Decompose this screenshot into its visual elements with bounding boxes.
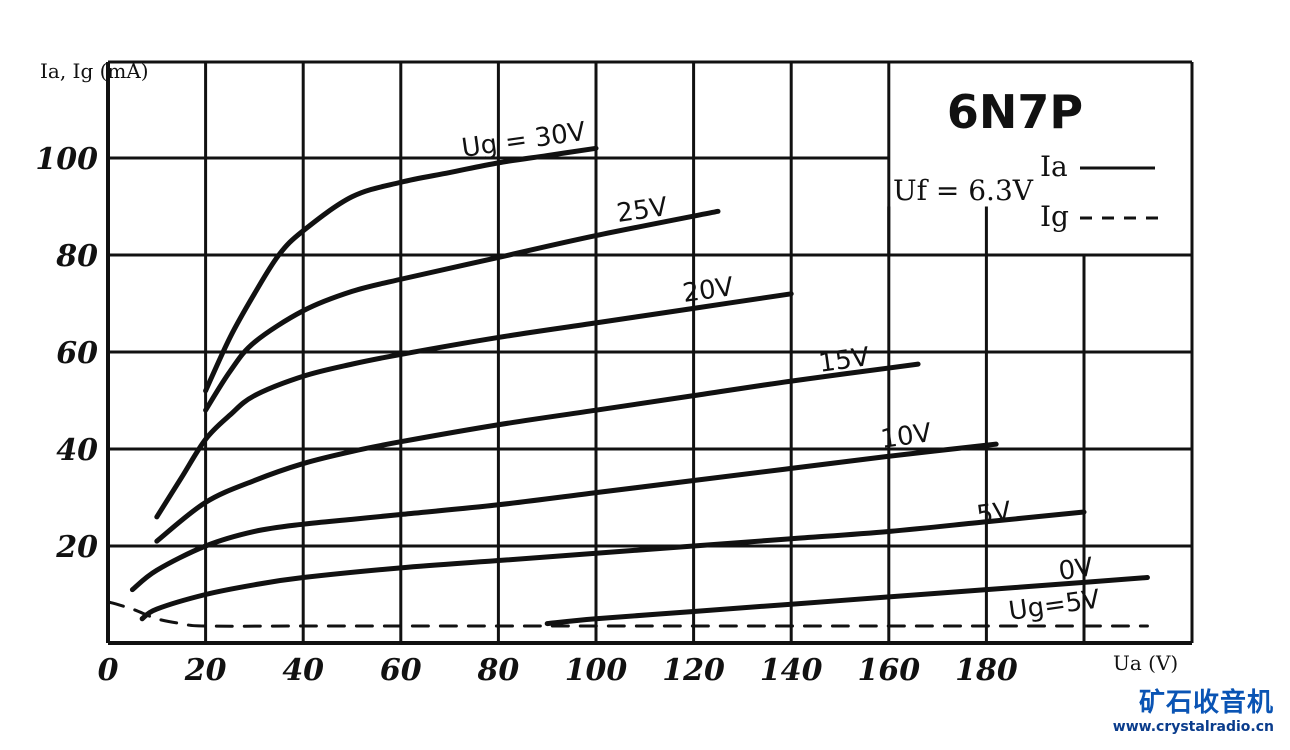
- filament-voltage: Uf = 6.3V: [893, 174, 1034, 207]
- x-tick-label: 160: [857, 653, 920, 688]
- series-label-6: 0V: [1057, 552, 1095, 587]
- y-tick-label: 60: [56, 336, 98, 371]
- x-tick-label: 80: [477, 653, 520, 688]
- x-axis-title: Ua (V): [1113, 651, 1178, 675]
- series-label-2: 20V: [681, 272, 736, 309]
- x-tick-label: 180: [955, 653, 1018, 688]
- x-tick-label: 100: [565, 653, 628, 688]
- x-tick-label: 40: [282, 653, 324, 688]
- series-line-0: [203, 145, 599, 394]
- y-tick-label: 40: [56, 433, 98, 468]
- watermark: 矿石收音机 www.crystalradio.cn: [1113, 688, 1274, 736]
- series-line-2: [154, 291, 794, 520]
- x-tick-label: 20: [184, 653, 227, 688]
- y-tick-label: 20: [55, 530, 98, 565]
- legend-label-ig: Ig: [1040, 200, 1069, 233]
- legend-box: 6N7P Uf = 6.3V Ia Ig: [893, 85, 1160, 233]
- x-tick-label: 140: [760, 653, 823, 688]
- x-tick-label: 120: [662, 653, 725, 688]
- series-label-3: 15V: [817, 342, 872, 379]
- chart-title: 6N7P: [947, 85, 1083, 139]
- watermark-name: 矿石收音机: [1138, 688, 1274, 718]
- x-tick-label: 60: [380, 653, 422, 688]
- series-line-5: [139, 509, 1087, 622]
- series-label-1: 25V: [615, 192, 670, 229]
- curves: [106, 145, 1150, 628]
- series-label-5: 5V: [975, 496, 1013, 531]
- series-line-7: [106, 600, 1149, 628]
- series-line-6: [544, 575, 1150, 627]
- series-line-3: [154, 361, 921, 544]
- legend-label-ia: Ia: [1040, 150, 1068, 183]
- series-line-4: [129, 441, 999, 593]
- y-axis-title: Ia, Ig (mA): [40, 59, 149, 83]
- x-tick-label: 0: [98, 653, 119, 688]
- series-line-1: [203, 208, 721, 413]
- watermark-url: www.crystalradio.cn: [1112, 719, 1274, 735]
- y-tick-label: 80: [55, 239, 98, 274]
- y-tick-label: 100: [35, 142, 98, 177]
- series-label-7: Ug=5V: [1007, 584, 1102, 626]
- grid: [106, 60, 1194, 645]
- series-label-4: 10V: [879, 418, 934, 455]
